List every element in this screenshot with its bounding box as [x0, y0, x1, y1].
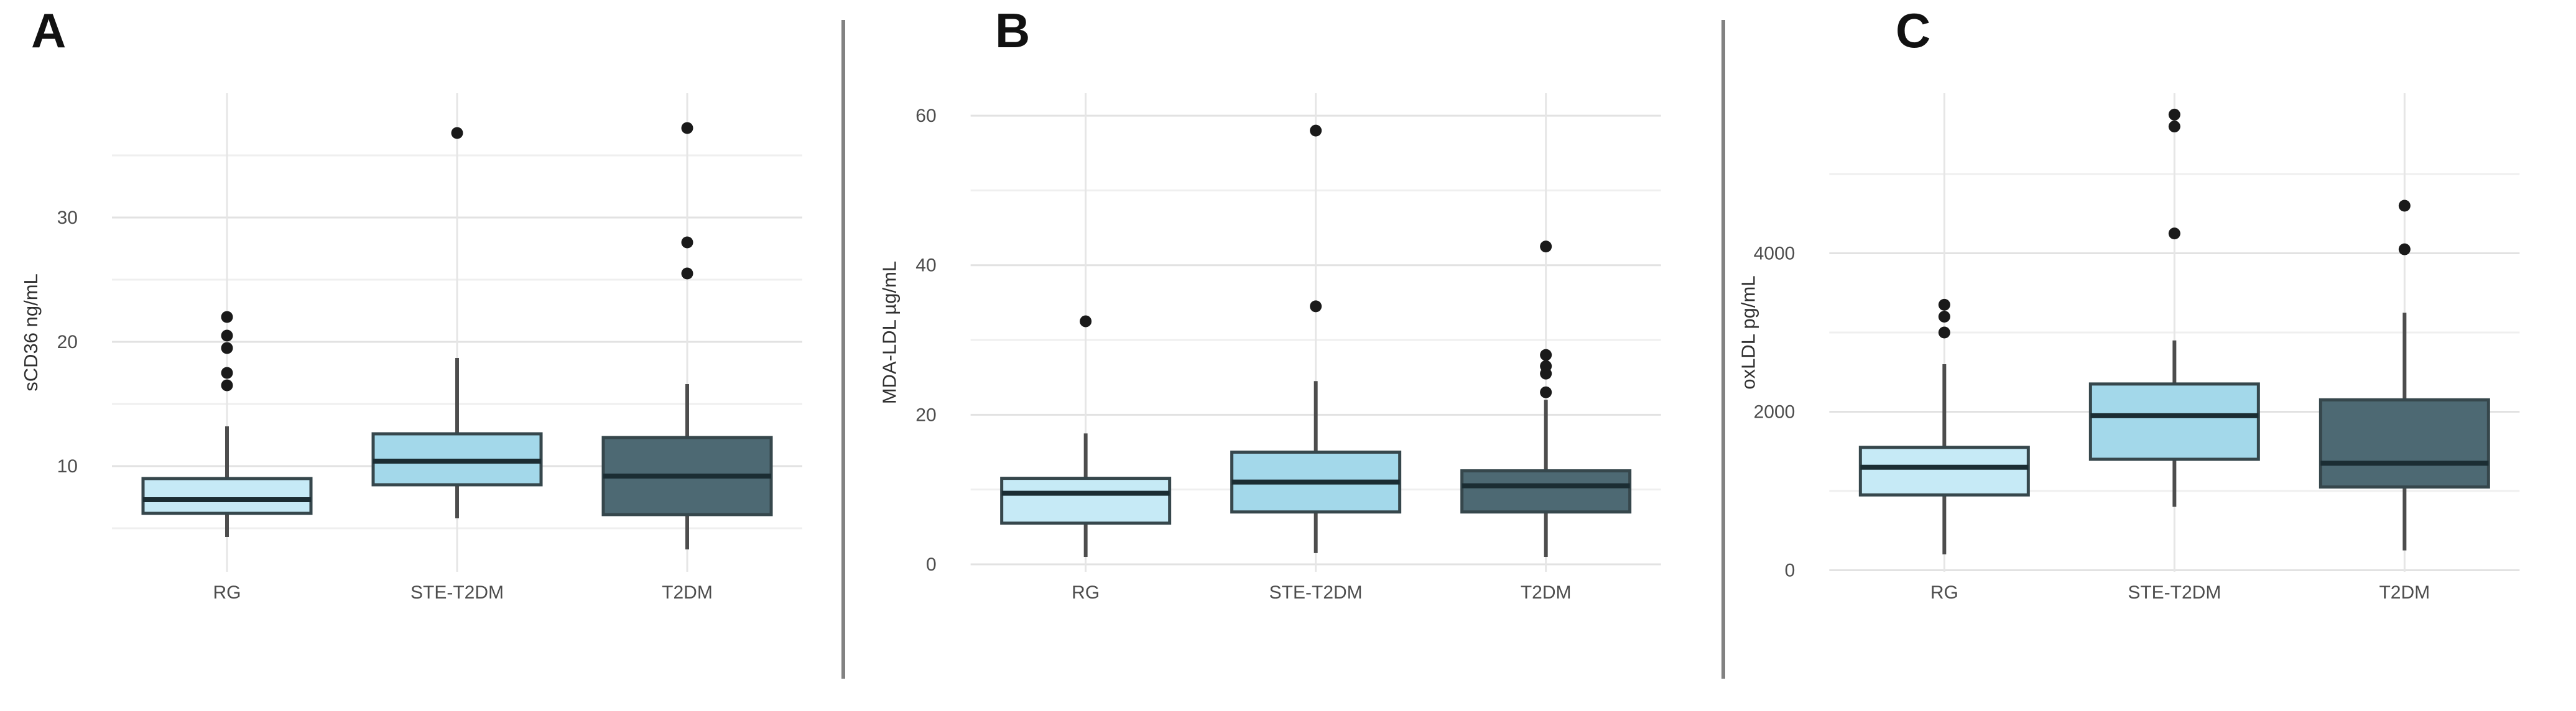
y-tick-label: 30 — [57, 208, 78, 228]
box-T2DM — [2319, 398, 2490, 489]
x-tick-label: STE-T2DM — [2128, 582, 2221, 603]
y-tick-label: 2000 — [1754, 401, 1795, 422]
y-tick-label: 0 — [1785, 560, 1795, 580]
outlier-dot — [2168, 121, 2180, 133]
outlier-dot — [221, 379, 233, 392]
outlier-dot — [1938, 298, 1950, 311]
outlier-dot — [1938, 326, 1950, 339]
box-RG — [1858, 446, 2030, 497]
outlier-dot — [2168, 108, 2180, 121]
x-tick-label: RG — [213, 582, 241, 603]
outlier-dot — [1540, 241, 1552, 253]
box-RG — [1000, 477, 1172, 525]
y-tick-label: 40 — [915, 255, 936, 276]
outlier-dot — [1540, 386, 1552, 398]
outlier-dot — [221, 329, 233, 342]
outlier-dot — [2168, 227, 2180, 240]
outlier-dot — [1080, 315, 1092, 328]
x-tick-label: T2DM — [2379, 582, 2430, 603]
outlier-dot — [221, 367, 233, 379]
y-tick-label: 4000 — [1754, 244, 1795, 264]
y-tick-label: 10 — [57, 456, 78, 477]
panel-divider — [841, 20, 845, 679]
y-tick-label: 20 — [915, 405, 936, 425]
outlier-dot — [1938, 311, 1950, 323]
outlier-dot — [681, 122, 693, 134]
x-tick-label: T2DM — [662, 582, 713, 603]
outlier-dot — [681, 267, 693, 280]
x-tick-label: STE-T2DM — [410, 582, 504, 603]
panel-label-c: C — [1896, 3, 1932, 58]
x-tick-label: RG — [1930, 582, 1958, 603]
outlier-dot — [2398, 200, 2411, 212]
outlier-dot — [451, 127, 463, 139]
y-tick-label: 0 — [926, 554, 937, 575]
outlier-dot — [1310, 300, 1322, 313]
outlier-dot — [2398, 243, 2411, 255]
panel-label-b: B — [995, 3, 1031, 58]
y-tick-label: 60 — [915, 106, 936, 126]
panel-label-a: A — [31, 3, 67, 58]
panel-divider — [1721, 20, 1725, 679]
x-tick-label: STE-T2DM — [1269, 582, 1363, 603]
y-axis-title: sCD36 ng/mL — [20, 273, 42, 392]
outlier-dot — [1540, 349, 1552, 361]
box-T2DM — [1460, 469, 1632, 514]
outlier-dot — [681, 236, 693, 249]
y-axis-title: MDA-LDL µg/mL — [879, 261, 901, 404]
box-RG — [141, 477, 313, 515]
y-axis-title: oxLDL pg/mL — [1737, 275, 1759, 389]
outlier-dot — [1310, 124, 1322, 137]
outlier-dot — [221, 311, 233, 323]
x-tick-label: RG — [1072, 582, 1100, 603]
box-STE-T2DM — [2088, 382, 2260, 461]
outlier-dot — [221, 342, 233, 354]
outlier-dot — [1540, 360, 1552, 372]
x-tick-label: T2DM — [1521, 582, 1572, 603]
y-tick-label: 20 — [57, 332, 78, 352]
